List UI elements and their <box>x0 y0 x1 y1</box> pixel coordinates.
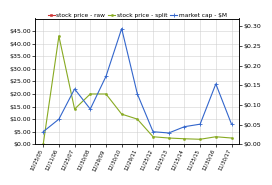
market cap - $M <box>183 126 186 128</box>
market cap - $M <box>214 83 217 85</box>
Line: market cap - $M: market cap - $M <box>41 26 234 135</box>
market cap - $M <box>120 27 123 30</box>
stock price - split <box>73 108 76 110</box>
stock price - split <box>183 138 186 140</box>
market cap - $M <box>136 93 139 95</box>
market cap - $M <box>104 75 108 78</box>
market cap - $M <box>167 132 170 134</box>
stock price - split <box>104 93 108 95</box>
stock price - split <box>120 113 123 115</box>
market cap - $M <box>73 88 76 90</box>
market cap - $M <box>199 123 202 125</box>
stock price - split <box>152 136 155 138</box>
market cap - $M <box>89 108 92 110</box>
market cap - $M <box>57 118 61 120</box>
stock price - split <box>57 35 61 37</box>
stock price - split <box>42 143 45 145</box>
market cap - $M <box>152 131 155 133</box>
stock price - split <box>199 138 202 140</box>
stock price - split <box>230 137 233 139</box>
market cap - $M <box>42 131 45 133</box>
stock price - split <box>89 93 92 95</box>
market cap - $M <box>230 123 233 125</box>
stock price - split <box>214 136 217 138</box>
stock price - split <box>136 118 139 120</box>
Line: stock price - split: stock price - split <box>42 35 233 145</box>
stock price - split <box>167 137 170 139</box>
Legend: stock price - raw, stock price - split, market cap - $M: stock price - raw, stock price - split, … <box>47 11 228 19</box>
